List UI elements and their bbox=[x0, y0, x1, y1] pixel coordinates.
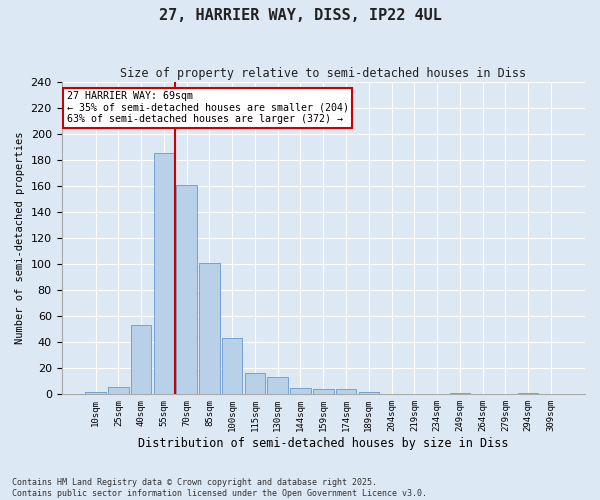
Bar bbox=[154, 154, 174, 394]
Bar bbox=[108, 386, 128, 394]
Bar bbox=[222, 338, 242, 394]
Bar bbox=[449, 393, 470, 394]
Bar bbox=[518, 393, 538, 394]
Bar bbox=[85, 392, 106, 394]
X-axis label: Distribution of semi-detached houses by size in Diss: Distribution of semi-detached houses by … bbox=[138, 437, 509, 450]
Y-axis label: Number of semi-detached properties: Number of semi-detached properties bbox=[15, 132, 25, 344]
Bar bbox=[199, 263, 220, 394]
Bar bbox=[176, 184, 197, 394]
Bar bbox=[359, 392, 379, 394]
Bar bbox=[131, 326, 151, 394]
Bar bbox=[268, 378, 288, 394]
Bar bbox=[313, 389, 334, 394]
Bar bbox=[290, 388, 311, 394]
Title: Size of property relative to semi-detached houses in Diss: Size of property relative to semi-detach… bbox=[120, 68, 526, 80]
Text: Contains HM Land Registry data © Crown copyright and database right 2025.
Contai: Contains HM Land Registry data © Crown c… bbox=[12, 478, 427, 498]
Text: 27, HARRIER WAY, DISS, IP22 4UL: 27, HARRIER WAY, DISS, IP22 4UL bbox=[158, 8, 442, 22]
Text: 27 HARRIER WAY: 69sqm
← 35% of semi-detached houses are smaller (204)
63% of sem: 27 HARRIER WAY: 69sqm ← 35% of semi-deta… bbox=[67, 91, 349, 124]
Bar bbox=[245, 374, 265, 394]
Bar bbox=[336, 389, 356, 394]
